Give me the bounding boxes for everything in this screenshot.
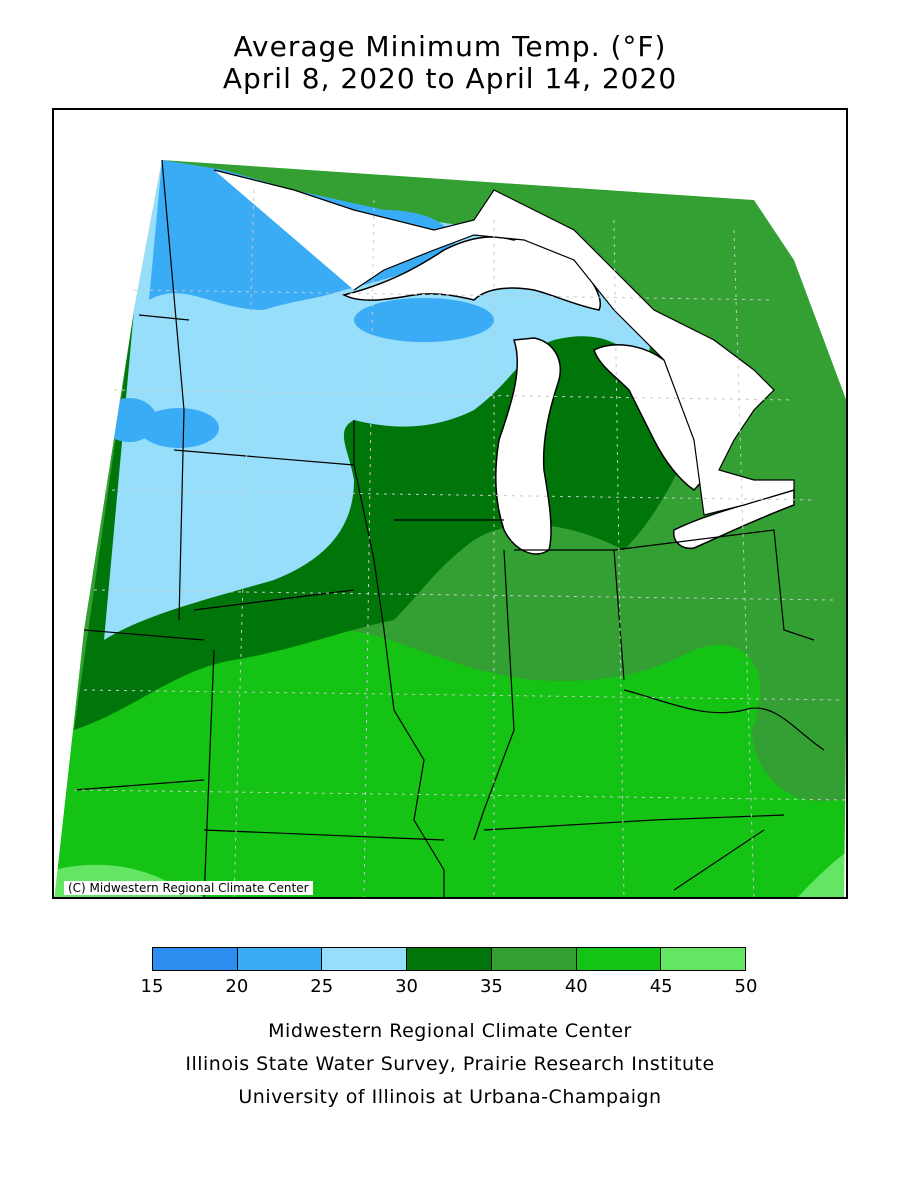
map-copyright: (C) Midwestern Regional Climate Center [64,881,313,895]
outside-domain-west [54,110,162,897]
legend-swatch-40-45 [576,948,662,970]
lake-erie [673,488,795,550]
legend-tick-label: 50 [734,976,758,997]
legend-tick-label: 20 [225,976,249,997]
zone-45-50-southeast [797,852,846,897]
legend-tick-label: 30 [395,976,419,997]
legend-tick-label: 15 [140,976,164,997]
lake-superior [341,236,601,311]
map-title: Average Minimum Temp. (°F) [233,30,667,63]
legend-tick-label: 40 [564,976,588,997]
credit-line-2: Illinois State Water Survey, Prairie Res… [185,1053,715,1075]
map-date-range: April 8, 2020 to April 14, 2020 [222,62,678,95]
temperature-map: (C) Midwestern Regional Climate Center [52,108,848,899]
zone-20-25-patch-2 [139,408,219,448]
legend-tick-label: 35 [479,976,503,997]
legend-swatch-35-40 [491,948,577,970]
credit-line-1: Midwestern Regional Climate Center [268,1020,632,1042]
canada-land [213,169,795,516]
color-legend [152,947,746,971]
zone-20-25-patch-3 [354,298,494,342]
legend-tick-label: 25 [310,976,334,997]
outside-domain-east [844,736,846,897]
graticule [73,189,846,897]
map-canvas [54,110,846,897]
legend-swatch-15-20 [153,948,238,970]
legend-swatch-25-30 [322,948,408,970]
outside-domain-north [54,110,846,400]
legend-ticks: 15 20 25 30 35 40 45 50 [141,976,758,1000]
legend-swatch-45-50 [661,948,746,970]
state-boundaries [73,159,825,897]
legend-tick-label: 45 [649,976,673,997]
legend-swatch-20-25 [237,948,323,970]
credit-line-3: University of Illinois at Urbana-Champai… [238,1086,662,1108]
legend-swatch-30-35 [407,948,492,970]
zone-45-50-east [654,690,757,760]
